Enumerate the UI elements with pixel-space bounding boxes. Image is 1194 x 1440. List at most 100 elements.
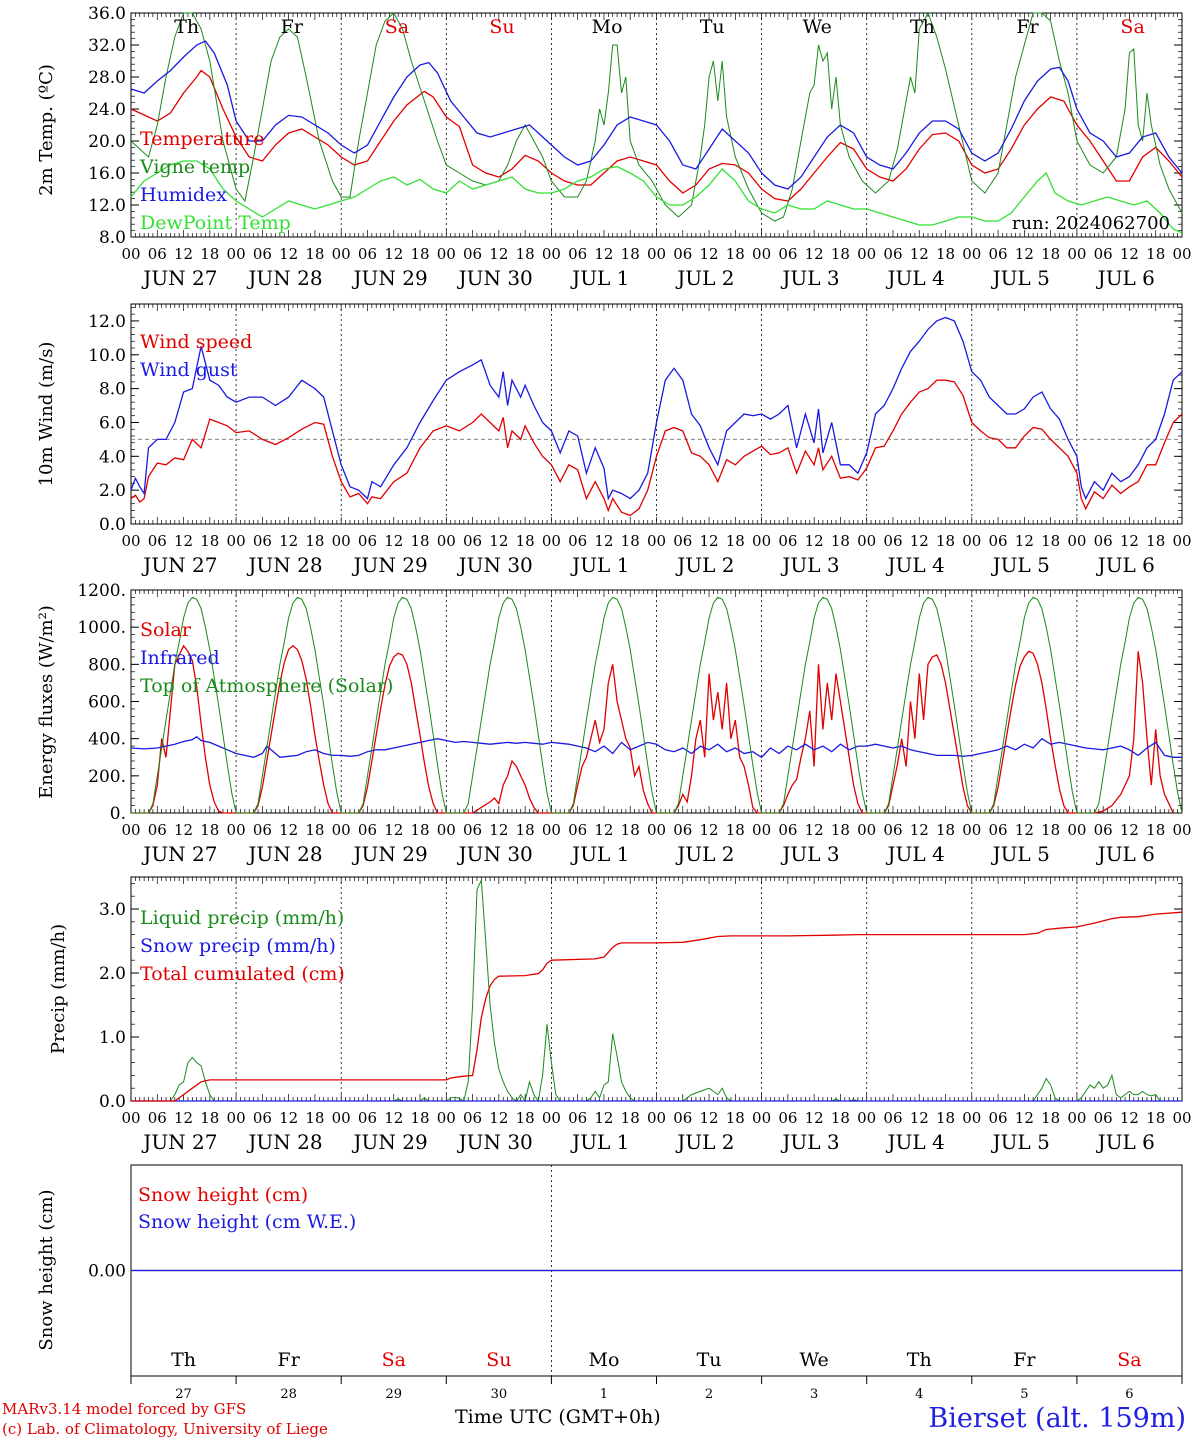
hour-label: 12 — [1120, 821, 1139, 839]
hour-label: 12 — [279, 1109, 298, 1127]
legend-dewpoint-temp: DewPoint Temp — [140, 212, 291, 234]
y-tick-label: 1200. — [77, 581, 126, 601]
date-label: JUL 6 — [1096, 266, 1155, 290]
day-name-label: Th — [174, 16, 199, 38]
hour-label: 18 — [1146, 1109, 1165, 1127]
hour-label: 12 — [174, 821, 193, 839]
hour-label: 06 — [778, 245, 797, 263]
hour-label: 12 — [384, 245, 403, 263]
hour-label: 18 — [831, 1109, 850, 1127]
hour-label: 00 — [647, 821, 666, 839]
hour-label: 18 — [410, 245, 429, 263]
series-infrared — [130, 735, 1182, 759]
run-annotation: run: 2024062700 — [1012, 213, 1170, 234]
hour-label: 12 — [384, 821, 403, 839]
hour-label: 12 — [700, 532, 719, 550]
day-name-label: Fr — [281, 16, 304, 38]
series-wind-gust — [130, 316, 1183, 501]
hour-label: 18 — [410, 1109, 429, 1127]
day-number-label: 5 — [1020, 1387, 1028, 1402]
hour-label: 06 — [358, 821, 377, 839]
date-label: JUL 2 — [675, 842, 734, 866]
y-tick-label: 16.0 — [88, 164, 126, 184]
y-tick-label: 12.0 — [88, 196, 126, 216]
hour-label: 06 — [463, 245, 482, 263]
hour-label: 18 — [726, 245, 745, 263]
date-label: JUN 28 — [246, 1130, 322, 1154]
hour-label: 12 — [1015, 532, 1034, 550]
hour-label: 00 — [227, 532, 246, 550]
hour-label: 00 — [121, 532, 140, 550]
date-label: JUL 1 — [570, 1130, 629, 1154]
day-number-label: 27 — [175, 1387, 192, 1402]
date-label: JUL 2 — [675, 1130, 734, 1154]
hour-label: 00 — [227, 245, 246, 263]
y-tick-label: 2.0 — [99, 964, 126, 984]
y-tick-label: 200. — [88, 767, 126, 787]
day-name-label: Th — [910, 16, 935, 38]
date-label: JUN 27 — [141, 266, 217, 290]
date-label: JUL 3 — [780, 842, 839, 866]
hour-label: 00 — [752, 245, 771, 263]
date-label: JUN 30 — [457, 842, 533, 866]
hour-label: 06 — [148, 1109, 167, 1127]
series-solar — [131, 644, 1174, 814]
date-label: JUN 28 — [246, 553, 322, 577]
date-label: JUL 6 — [1096, 553, 1155, 577]
day-name-label: We — [800, 1349, 829, 1371]
date-label: JUN 27 — [141, 553, 217, 577]
series-vigne-temp — [130, 11, 1183, 222]
hour-label: 06 — [148, 245, 167, 263]
hour-label: 00 — [121, 821, 140, 839]
day-name-label: Fr — [1013, 1349, 1036, 1371]
y-tick-label: 0.0 — [99, 1092, 126, 1112]
hour-label: 06 — [883, 1109, 902, 1127]
date-label: JUL 3 — [780, 266, 839, 290]
hour-label: 18 — [936, 532, 955, 550]
hour-label: 18 — [621, 532, 640, 550]
hour-label: 00 — [962, 1109, 981, 1127]
hour-label: 18 — [936, 245, 955, 263]
hour-label: 00 — [542, 532, 561, 550]
hour-label: 06 — [358, 1109, 377, 1127]
y-tick-label: 400. — [88, 730, 126, 750]
hour-label: 18 — [200, 532, 219, 550]
hour-label: 18 — [1041, 821, 1060, 839]
day-name-label: Sa — [385, 16, 409, 38]
hour-label: 12 — [279, 245, 298, 263]
hour-label: 00 — [857, 821, 876, 839]
model-credit: MARv3.14 model forced by GFS — [2, 1400, 247, 1418]
hour-label: 00 — [857, 245, 876, 263]
hour-label: 18 — [1146, 245, 1165, 263]
y-axis-title: 10m Wind (m/s) — [36, 342, 57, 487]
day-name-label: Tu — [700, 16, 725, 38]
hour-label: 18 — [200, 821, 219, 839]
day-name-label: Su — [486, 1349, 511, 1371]
day-name-label: Sa — [1117, 1349, 1141, 1371]
hour-label: 18 — [1041, 1109, 1060, 1127]
date-label: JUL 5 — [991, 842, 1050, 866]
hour-label: 00 — [437, 1109, 456, 1127]
hour-label: 12 — [1120, 245, 1139, 263]
hour-label: 12 — [805, 1109, 824, 1127]
day-name-label: Tu — [697, 1349, 722, 1371]
hour-label: 06 — [883, 245, 902, 263]
hour-label: 06 — [1094, 1109, 1113, 1127]
day-number-label: 4 — [915, 1387, 923, 1402]
hour-label: 18 — [1146, 821, 1165, 839]
date-label: JUL 4 — [885, 553, 944, 577]
hour-label: 18 — [831, 821, 850, 839]
date-label: JUL 5 — [991, 553, 1050, 577]
hour-label: 12 — [489, 245, 508, 263]
hour-label: 00 — [332, 245, 351, 263]
hour-label: 00 — [1172, 1109, 1191, 1127]
hour-label: 18 — [200, 1109, 219, 1127]
hour-label: 06 — [673, 245, 692, 263]
hour-label: 00 — [437, 532, 456, 550]
series-humidex — [130, 40, 1183, 190]
hour-label: 12 — [594, 245, 613, 263]
hour-label: 00 — [332, 821, 351, 839]
hour-label: 12 — [174, 245, 193, 263]
day-name-label: Sa — [1120, 16, 1144, 38]
y-tick-label: 12.0 — [88, 312, 126, 332]
